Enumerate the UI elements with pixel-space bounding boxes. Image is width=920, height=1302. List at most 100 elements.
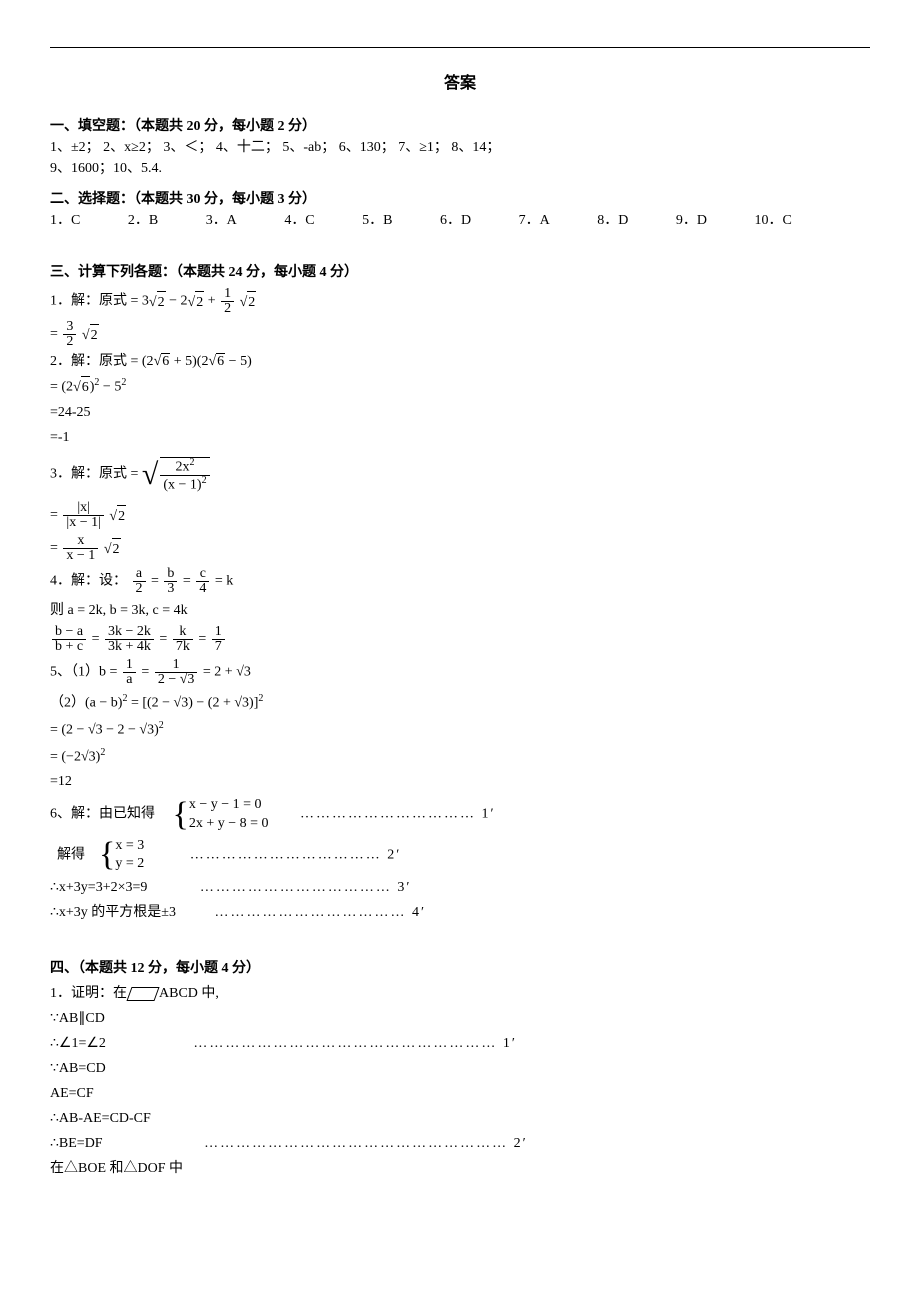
q6-mark4: ……………………………… 4′ (215, 905, 427, 920)
s4-lead: 1．证明：在 (50, 986, 127, 1001)
mc-5: 5．B (362, 213, 392, 228)
q6-line1: 6、解：由已知得 { x − y − 1 = 0 2x + y − 8 = 0 … (50, 796, 870, 832)
q4-fb-n: b (164, 567, 177, 582)
q2-l1d: 6 (216, 353, 225, 371)
q5-p2-lead: （2）(a − b) (50, 696, 122, 711)
q5-line5: =12 (50, 771, 870, 792)
q3-lead: 3．解：原式 = (50, 467, 142, 482)
s4-l6: ∴BE=DF (50, 1136, 103, 1151)
mc-7: 7．A (519, 213, 550, 228)
q2-l1b: 6 (161, 353, 170, 371)
q3-num: 2x (175, 460, 189, 475)
mc-4: 4．C (284, 213, 314, 228)
s4-l7: 在△BOE 和△DOF 中 (50, 1158, 870, 1179)
q4-f3d: 7k (173, 640, 193, 654)
q2-l1e: − 5) (225, 354, 252, 369)
q2-line3: =24-25 (50, 402, 870, 423)
q6-line2: 解得 { x = 3 y = 2 ……………………………… 2′ (50, 837, 870, 873)
q1-root-b: 2 (195, 291, 204, 313)
q2-l1c: + 5)(2 (170, 354, 208, 369)
mc-8: 8．D (597, 213, 628, 228)
s4-l4: AE=CF (50, 1083, 870, 1104)
q3-numsup: 2 (189, 457, 194, 468)
mc-10: 10．C (755, 213, 792, 228)
q1-root-c: 2 (247, 291, 256, 313)
multiple-choice-row: 1．C 2．B 3．A 4．C 5．B 6．D 7．A 8．D 9．D 10．C (50, 210, 870, 231)
q4-fb-d: 3 (164, 582, 177, 596)
q1-minus: − 2 (169, 294, 187, 309)
q5-p2-mid: = [(2 − √3) − (2 + √3)] (127, 696, 258, 711)
q4-f3n: k (173, 625, 193, 640)
q4-f2d: 3k + 4k (105, 640, 154, 654)
s4-l6-row: ∴BE=DF ………………………………………………… 2′ (50, 1133, 870, 1154)
q1-line1: 1．解：原式 = 32 − 22 + 12 2 (50, 287, 870, 316)
s4-tail: ABCD 中, (159, 986, 219, 1001)
q2-line2: = (26)2 − 52 (50, 375, 870, 398)
q4-f4d: 7 (212, 640, 225, 654)
q6-sys1: x − y − 1 = 0 (189, 796, 269, 814)
q5-fa-d: a (123, 673, 136, 687)
q2-l2d: − 5 (99, 380, 121, 395)
q6-sol1: x = 3 (115, 837, 144, 855)
q1-lead: 1．解：原式 (50, 294, 127, 309)
mc-1: 1．C (50, 213, 80, 228)
q4-f1n: b − a (52, 625, 86, 640)
q5-fa-n: 1 (123, 658, 136, 673)
q5-fb-n: 1 (155, 658, 198, 673)
section-2-heading: 二、选择题：（本题共 30 分，每小题 3 分） (50, 189, 870, 210)
q4-fa-d: 2 (133, 582, 146, 596)
q4-f1d: b + c (52, 640, 86, 654)
fill-blank-line-2: 9、1600；10、5.4. (50, 158, 870, 179)
q6-line3: ∴x+3y=3+2×3=9 ……………………………… 3′ (50, 877, 870, 898)
q5-p2-l3sup: 2 (100, 747, 105, 758)
q3-l3n: x (63, 534, 98, 549)
q4-f2n: 3k − 2k (105, 625, 154, 640)
q6-solve: 解得 (57, 847, 85, 862)
q4-fc-d: 4 (196, 582, 209, 596)
q5-lead: 5、（1）b = (50, 665, 121, 680)
s4-l3: ∵AB=CD (50, 1058, 870, 1079)
section-3-heading: 三、计算下列各题：（本题共 24 分，每小题 4 分） (50, 262, 870, 283)
q3-line2: = |x||x − 1| 2 (50, 501, 870, 530)
q6-lead: 6、解：由已知得 (50, 807, 155, 822)
q3-line3: = xx − 1 2 (50, 534, 870, 563)
q5-line2: （2）(a − b)2 = [(2 − √3) − (2 + √3)]2 (50, 691, 870, 714)
q2-l2b: 6 (81, 376, 90, 398)
q4-lead: 4．解：设： (50, 574, 127, 589)
q3-l2t: 2 (117, 505, 126, 527)
s4-mark1: ………………………………………………… 1′ (193, 1036, 517, 1051)
q1-res-n: 3 (63, 320, 76, 335)
q2-line4: =-1 (50, 427, 870, 448)
q4-line3: b − ab + c = 3k − 2k3k + 4k = k7k = 17 (50, 625, 870, 654)
q6-sys2: 2x + y − 8 = 0 (189, 815, 269, 833)
q5-fb-d: 2 − √3 (155, 673, 198, 687)
q5-line3: = (2 − √3 − 2 − √3)2 (50, 718, 870, 741)
q4-line1: 4．解：设： a2 = b3 = c4 = k (50, 567, 870, 596)
q6-mark2: ……………………………… 2′ (190, 847, 402, 862)
q5-p2-l2: = (2 − √3 − 2 − √3) (50, 723, 159, 738)
q2-l2a: = (2 (50, 380, 73, 395)
mc-9: 9．D (676, 213, 707, 228)
mc-6: 6．D (440, 213, 471, 228)
q1-root-a: 2 (157, 291, 166, 313)
q3-l2d: |x − 1| (63, 516, 104, 530)
q6-line4: ∴x+3y 的平方根是±3 ……………………………… 4′ (50, 902, 870, 923)
q4-fc-n: c (196, 567, 209, 582)
q6-sol2: y = 2 (115, 855, 144, 873)
q3-line1: 3．解：原式 = √2x2(x − 1)2 (50, 452, 870, 497)
s4-l2-row: ∴∠1=∠2 ………………………………………………… 1′ (50, 1033, 870, 1054)
parallelogram-icon (126, 987, 159, 1001)
answer-title: 答案 (50, 72, 870, 96)
q5-line4: = (−2√3)2 (50, 745, 870, 768)
s4-l2: ∴∠1=∠2 (50, 1036, 106, 1051)
q5-p2-sup2: 2 (258, 693, 263, 704)
q5-p2-l2sup: 2 (159, 720, 164, 731)
q4-fa-n: a (133, 567, 146, 582)
q1-half-d: 2 (221, 302, 234, 316)
q5-p2-l3: = (−2√3) (50, 749, 100, 764)
q2-l2sup2: 2 (121, 377, 126, 388)
q1-half-n: 1 (221, 287, 234, 302)
fill-blank-line-1: 1、±2； 2、x≥2； 3、＜； 4、十二； 5、-ab； 6、130； 7、… (50, 137, 870, 158)
q1-line2: = 32 2 (50, 320, 870, 349)
q3-l3t: 2 (112, 538, 121, 560)
